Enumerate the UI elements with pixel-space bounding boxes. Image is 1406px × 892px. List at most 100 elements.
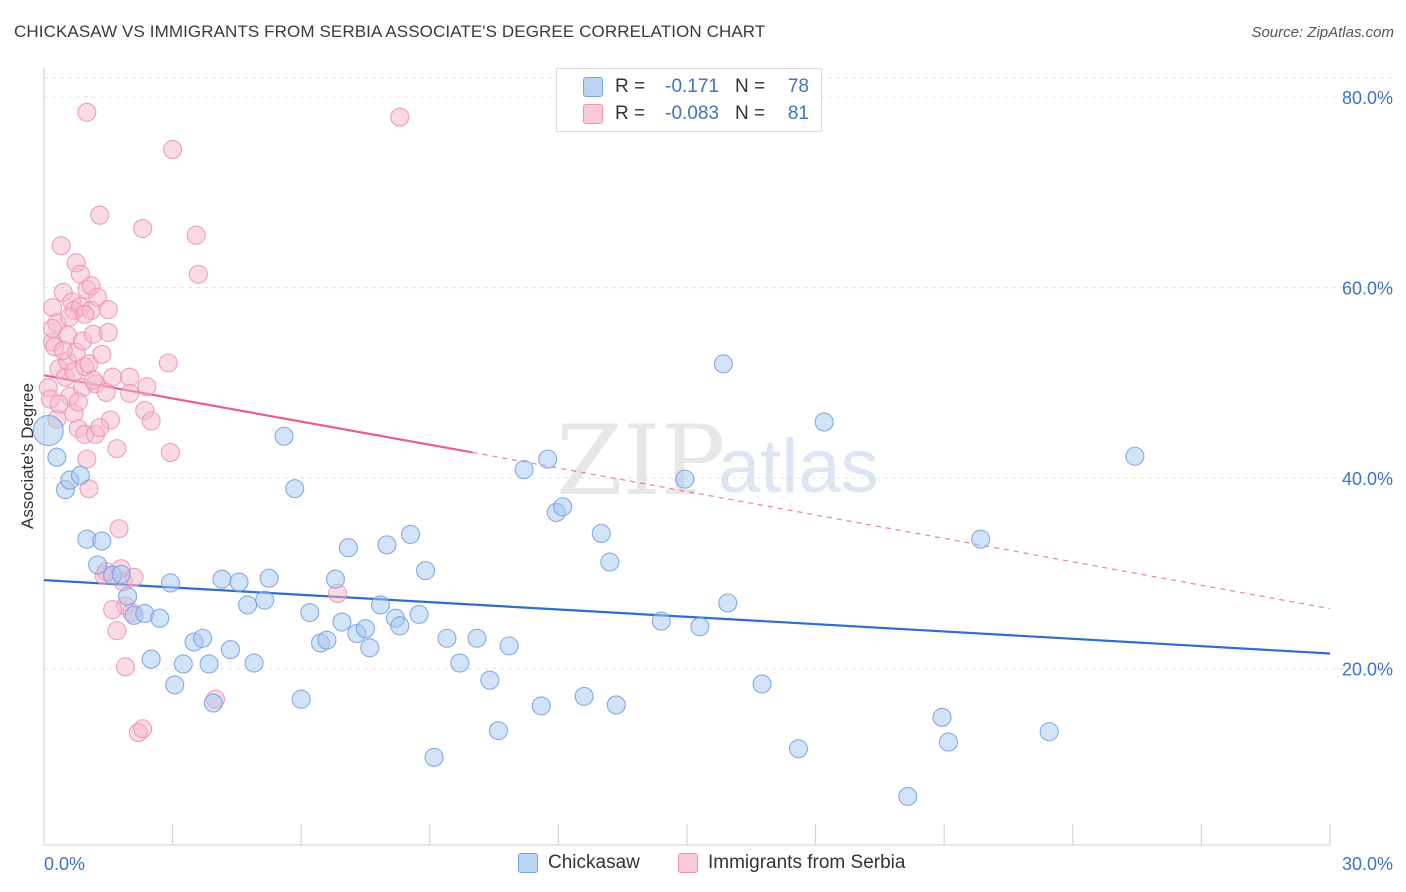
serbia-point bbox=[107, 439, 127, 459]
chickasaw-point bbox=[1125, 446, 1145, 466]
chickasaw-point bbox=[409, 604, 429, 624]
chickasaw-point bbox=[238, 595, 258, 615]
chickasaw-point bbox=[713, 354, 733, 374]
serbia-point bbox=[120, 383, 140, 403]
serbia-point bbox=[90, 205, 110, 225]
serbia-point bbox=[188, 264, 208, 284]
chickasaw-point bbox=[141, 649, 161, 669]
chickasaw-trend-line bbox=[43, 579, 1331, 655]
serbia-point bbox=[160, 442, 181, 462]
chickasaw-point bbox=[437, 628, 457, 648]
chickasaw-point bbox=[932, 707, 952, 727]
chickasaw-point bbox=[111, 564, 131, 584]
chickasaw-point bbox=[531, 696, 551, 716]
serbia-point bbox=[141, 411, 161, 431]
serbia-point bbox=[83, 370, 103, 390]
y-axis-label: Associate's Degree bbox=[18, 383, 37, 529]
chickasaw-point bbox=[88, 555, 108, 575]
serbia-point bbox=[158, 353, 178, 373]
chickasaw-point bbox=[332, 612, 352, 632]
chickasaw-point bbox=[971, 529, 991, 549]
chickasaw-point bbox=[220, 640, 241, 660]
serbia-point bbox=[49, 394, 69, 414]
chickasaw-point bbox=[255, 590, 275, 610]
legend-r-label: R = bbox=[615, 76, 646, 97]
chickasaw-point bbox=[488, 721, 508, 741]
serbia-trend-line bbox=[43, 374, 473, 454]
chickasaw-point bbox=[651, 611, 671, 631]
legend-row-chickasaw: R = -0.171 N = 78 bbox=[583, 75, 809, 99]
chickasaw-point bbox=[606, 695, 626, 715]
trend-lines bbox=[43, 374, 1331, 655]
chickasaw-point bbox=[203, 693, 223, 713]
chickasaw-point bbox=[814, 412, 834, 432]
chickasaw-point bbox=[370, 595, 391, 615]
chickasaw-point bbox=[499, 636, 519, 656]
serbia-point bbox=[79, 479, 99, 499]
chickasaw-point bbox=[788, 739, 809, 759]
serbia-point bbox=[96, 382, 116, 402]
chickasaw-point bbox=[467, 628, 487, 648]
chickasaw-point bbox=[390, 616, 410, 636]
legend-swatch-blue bbox=[583, 77, 603, 97]
chickasaw-point bbox=[1039, 722, 1059, 742]
chickasaw-point bbox=[317, 630, 337, 650]
serbia-point bbox=[133, 218, 153, 239]
bottom-legend-label: Immigrants from Serbia bbox=[708, 852, 906, 873]
serbia-point bbox=[137, 377, 157, 397]
chickasaw-point bbox=[70, 465, 90, 485]
chickasaw-point bbox=[450, 653, 470, 673]
legend-r-value: -0.171 bbox=[665, 76, 719, 97]
chickasaw-point bbox=[538, 449, 558, 469]
chickasaw-point bbox=[600, 552, 620, 572]
x-tick-label: 0.0% bbox=[44, 854, 85, 874]
serbia-point bbox=[88, 287, 108, 307]
chickasaw-point bbox=[400, 524, 421, 544]
chickasaw-point bbox=[752, 674, 772, 694]
chickasaw-point bbox=[591, 523, 611, 543]
chickasaw-point bbox=[574, 686, 594, 706]
legend-n-label: N = bbox=[735, 103, 766, 124]
chickasaw-point bbox=[259, 568, 279, 588]
chickasaw-point bbox=[212, 569, 232, 589]
chart-title: CHICKASAW VS IMMIGRANTS FROM SERBIA ASSO… bbox=[14, 22, 766, 41]
chickasaw-points bbox=[32, 354, 1145, 806]
serbia-point bbox=[133, 719, 153, 739]
chickasaw-point bbox=[118, 586, 138, 606]
chickasaw-point bbox=[480, 670, 500, 690]
chickasaw-point bbox=[355, 619, 376, 639]
legend-row-serbia: R = -0.083 N = 81 bbox=[583, 102, 809, 126]
serbia-point bbox=[98, 322, 118, 342]
chickasaw-point bbox=[199, 654, 219, 674]
chickasaw-point bbox=[291, 689, 311, 709]
source-credit: Source: ZipAtlas.com bbox=[1251, 24, 1394, 41]
legend-swatch-pink bbox=[583, 104, 603, 124]
watermark-zip: ZIP bbox=[556, 405, 725, 517]
chickasaw-point bbox=[300, 602, 320, 623]
legend-n-value: 78 bbox=[787, 76, 809, 97]
chickasaw-point bbox=[150, 608, 170, 628]
legend-r-label: R = bbox=[615, 103, 646, 124]
chickasaw-point bbox=[553, 497, 573, 517]
bottom-legend-chickasaw: Chickasaw bbox=[518, 852, 640, 874]
chickasaw-point bbox=[514, 460, 534, 480]
legend-n-label: N = bbox=[735, 76, 766, 97]
y-tick-label: 20.0% bbox=[1342, 660, 1393, 680]
chickasaw-point bbox=[173, 654, 193, 674]
serbia-point bbox=[53, 340, 73, 361]
chickasaw-point bbox=[718, 593, 738, 613]
chickasaw-point bbox=[274, 426, 294, 446]
chickasaw-point bbox=[244, 653, 264, 673]
serbia-point bbox=[163, 139, 183, 160]
bottom-legend-swatch-pink bbox=[678, 853, 698, 873]
legend-n-value: 81 bbox=[787, 103, 809, 124]
chickasaw-point bbox=[32, 414, 64, 447]
y-tick-label: 40.0% bbox=[1342, 469, 1393, 489]
chickasaw-point bbox=[338, 538, 358, 558]
chickasaw-point bbox=[690, 617, 710, 637]
y-tick-label: 80.0% bbox=[1342, 88, 1393, 108]
serbia-point bbox=[77, 449, 97, 469]
serbia-point bbox=[43, 319, 63, 339]
serbia-point bbox=[90, 418, 110, 438]
